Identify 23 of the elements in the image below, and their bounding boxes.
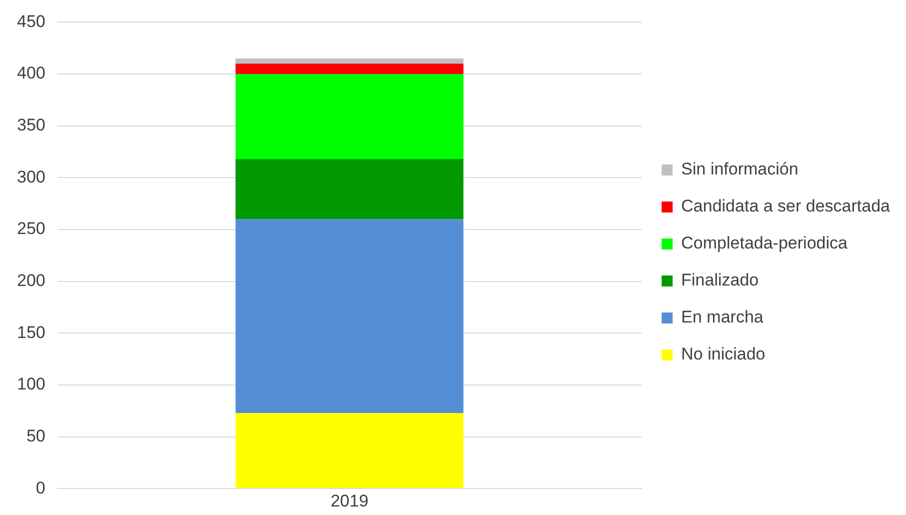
y-tick-label: 50: [26, 426, 46, 446]
legend-label: Candidata a ser descartada: [681, 196, 891, 216]
y-tick-label: 0: [36, 478, 46, 498]
y-tick-label: 150: [16, 322, 46, 342]
y-tick-label: 300: [16, 167, 46, 186]
bar: [236, 64, 464, 74]
y-tick-label: 250: [16, 219, 46, 238]
legend-label: Completada-periodica: [681, 234, 848, 253]
bar: [236, 412, 464, 488]
bar: [236, 74, 464, 160]
y-tick-label: 400: [16, 64, 46, 83]
y-tick-label: 350: [16, 116, 46, 135]
legend-label: No iniciado: [681, 344, 766, 364]
bar: [236, 219, 464, 413]
bar: [236, 159, 464, 220]
legend-label: Sin información: [681, 160, 798, 179]
bar: [236, 58, 464, 64]
y-tick-label: 450: [16, 12, 46, 31]
x-tick-label: 2019: [330, 491, 368, 510]
legend-label: Finalizado: [681, 270, 759, 290]
y-tick-label: 100: [16, 374, 46, 394]
legend-label: En marcha: [681, 308, 764, 327]
y-tick-label: 200: [16, 271, 46, 290]
